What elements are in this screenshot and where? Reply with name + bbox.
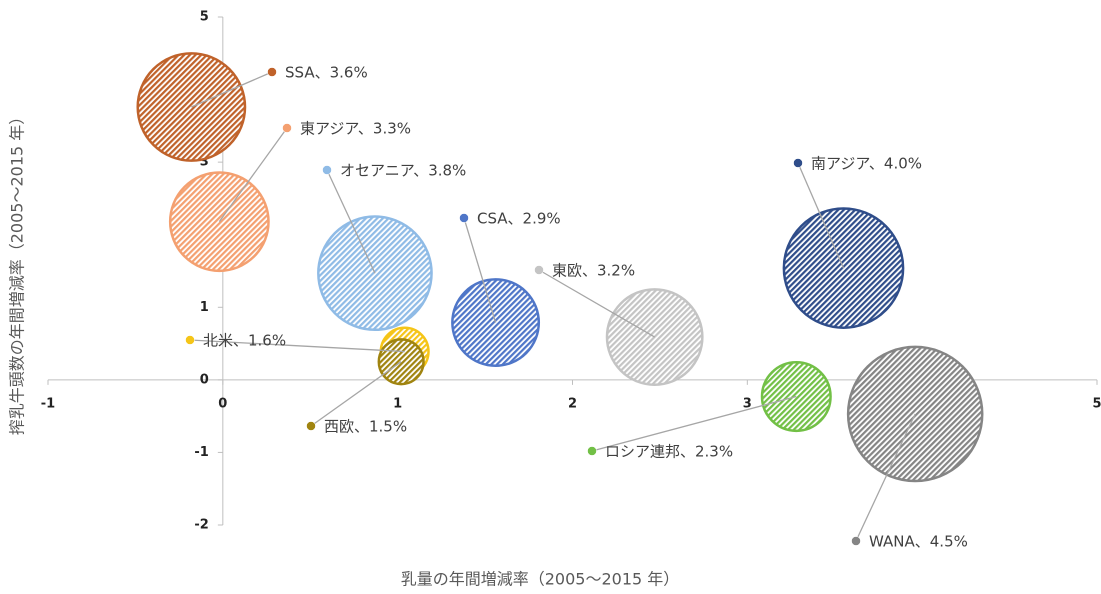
data-label: 南アジア、4.0%	[811, 155, 922, 173]
leader-line	[538, 269, 655, 338]
bubble	[605, 288, 704, 386]
y-tick-label: -2	[194, 518, 208, 533]
data-label: 東欧、3.2%	[552, 262, 635, 280]
x-axis-title: 乳量の年間増減率（2005～2015 年）	[401, 570, 680, 589]
label-marker	[306, 421, 316, 431]
data-label: 東アジア、3.3%	[300, 120, 411, 138]
leader-line	[218, 127, 288, 223]
x-tick-label: 3	[743, 396, 752, 411]
data-label: CSA、2.9%	[477, 210, 561, 228]
label-marker	[793, 158, 803, 168]
y-tick-label: 3	[200, 155, 209, 170]
x-tick-label: 1	[393, 396, 402, 411]
leader-line	[191, 71, 273, 108]
label-marker	[282, 123, 292, 133]
leader-line	[326, 169, 376, 274]
leader-line	[797, 162, 845, 269]
data-label: SSA、3.6%	[285, 64, 368, 82]
leader-line	[189, 339, 405, 353]
y-tick-label: 1	[200, 300, 209, 315]
label-marker	[534, 265, 544, 275]
x-tick-label: 2	[568, 396, 577, 411]
bubble	[782, 207, 905, 329]
leader-line	[591, 395, 797, 452]
data-label: オセアニア、3.8%	[340, 162, 466, 180]
data-label: 西欧、1.5%	[324, 418, 407, 436]
x-tick-label: -1	[41, 396, 55, 411]
data-label: ロシア連邦、2.3%	[605, 443, 733, 461]
bubble	[846, 345, 984, 483]
label-marker	[851, 536, 861, 546]
leader-line	[463, 217, 497, 323]
y-tick-label: 5	[200, 10, 209, 25]
leader-line	[310, 361, 402, 427]
y-axis-title: 搾乳牛頭数の年間増減率（2005～2015 年）	[8, 109, 27, 436]
y-tick-label: 0	[200, 372, 209, 387]
x-tick-label: 0	[218, 396, 227, 411]
label-marker	[587, 446, 597, 456]
label-marker	[267, 67, 277, 77]
x-tick-label: 5	[1092, 396, 1101, 411]
label-marker	[322, 165, 332, 175]
leader-line	[855, 413, 916, 542]
label-marker	[185, 335, 195, 345]
data-label: 北米、1.6%	[203, 332, 286, 350]
data-label: WANA、4.5%	[869, 533, 968, 551]
y-tick-label: -1	[194, 445, 208, 460]
label-marker	[459, 213, 469, 223]
